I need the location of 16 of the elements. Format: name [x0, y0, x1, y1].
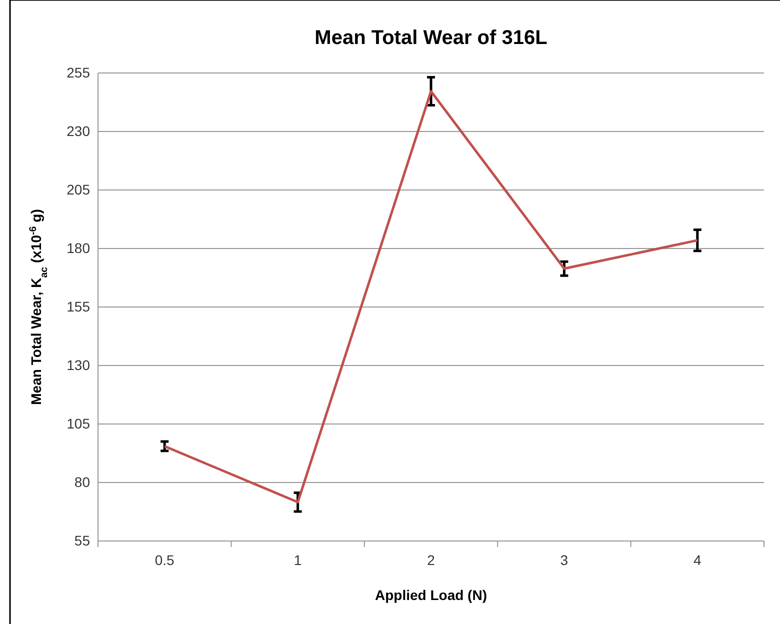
y-tick-label: 105 — [66, 415, 90, 432]
x-tick-label: 2 — [427, 552, 436, 568]
x-tick-label: 0.5 — [154, 552, 175, 568]
y-tick-label: 205 — [66, 181, 90, 198]
y-tick-label: 130 — [66, 356, 90, 373]
chart-title: Mean Total Wear of 316L — [314, 27, 548, 49]
y-tick-label: 255 — [66, 64, 90, 80]
y-tick-label: 80 — [74, 474, 90, 490]
y-tick-label: 155 — [66, 298, 90, 314]
x-axis-title: Applied Load (N) — [375, 587, 487, 603]
x-tick-label: 3 — [560, 552, 568, 568]
y-tick-label: 55 — [74, 532, 90, 548]
y-tick-label: 230 — [66, 122, 90, 139]
x-tick-label: 1 — [294, 552, 302, 568]
y-tick-label: 180 — [66, 240, 90, 256]
x-tick-label: 4 — [694, 552, 702, 568]
